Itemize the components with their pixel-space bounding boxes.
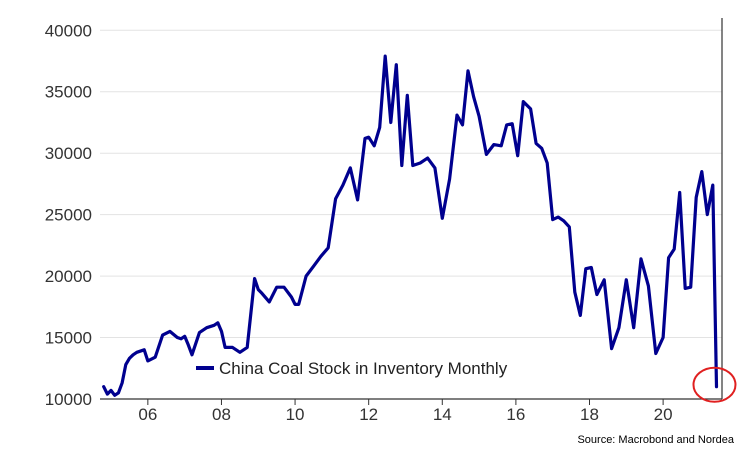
x-tick-labels: 06 08 10 12 14 16 18 20 — [138, 399, 673, 424]
y-tick-label: 20000 — [45, 267, 92, 286]
x-tick-label: 08 — [212, 405, 231, 424]
series-group — [102, 54, 719, 397]
annotation-group — [692, 366, 737, 403]
legend: China Coal Stock in Inventory Monthly — [196, 359, 508, 378]
x-tick-label: 06 — [138, 405, 157, 424]
axes — [100, 18, 723, 400]
y-tick-label: 15000 — [45, 329, 92, 348]
gridlines — [100, 29, 722, 400]
x-tick-label: 18 — [580, 405, 599, 424]
x-tick-label: 20 — [654, 405, 673, 424]
source-note: Source: Macrobond and Nordea — [577, 434, 734, 446]
series-line-0 — [102, 54, 719, 397]
y-tick-labels: 10000 15000 20000 25000 30000 35000 40000 — [45, 21, 92, 409]
y-tick-label: 40000 — [45, 21, 92, 40]
y-tick-label: 30000 — [45, 144, 92, 163]
highlight-circle — [692, 366, 737, 403]
x-tick-label: 12 — [359, 405, 378, 424]
x-tick-label: 14 — [433, 405, 452, 424]
legend-label: China Coal Stock in Inventory Monthly — [219, 359, 508, 378]
y-tick-label: 10000 — [45, 390, 92, 409]
x-tick-label: 10 — [286, 405, 305, 424]
y-tick-label: 35000 — [45, 83, 92, 102]
y-tick-label: 25000 — [45, 206, 92, 225]
x-tick-label: 16 — [506, 405, 525, 424]
